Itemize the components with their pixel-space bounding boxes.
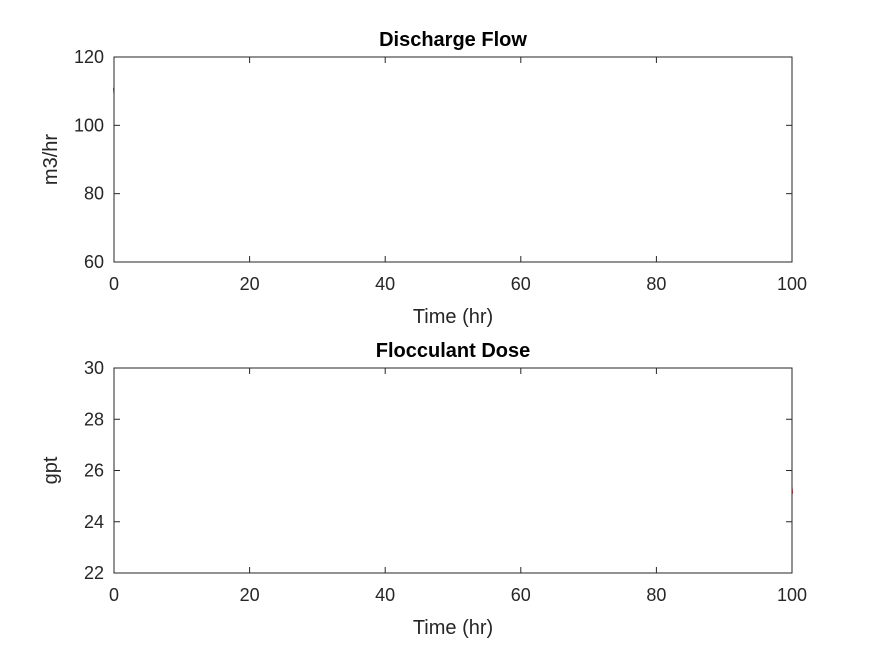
y-tick-label: 22: [84, 563, 104, 583]
x-tick-label: 100: [777, 274, 807, 294]
y-axis-label: gpt: [40, 456, 62, 484]
chart-title: Discharge Flow: [379, 29, 527, 51]
x-tick-label: 80: [646, 585, 666, 605]
y-tick-label: 60: [84, 252, 104, 272]
discharge-flow-axes: 0 20 40 60 80 100 60 80 100 120 Discharge Flow Time…: [40, 29, 807, 328]
chart-title: Flocculant Dose: [376, 340, 530, 362]
y-axis-label: m3/hr: [40, 134, 62, 185]
x-axis-label: Time (hr): [413, 306, 493, 328]
x-tick-label: 40: [375, 585, 395, 605]
x-axis-label: Time (hr): [413, 617, 493, 639]
x-tick-label: 0: [109, 274, 119, 294]
x-tick-label: 80: [646, 274, 666, 294]
x-tick-label: 20: [240, 274, 260, 294]
y-tick-label: 100: [74, 115, 104, 135]
x-tick-label: 0: [109, 585, 119, 605]
y-tick-label: 120: [74, 47, 104, 67]
x-tick-label: 60: [511, 585, 531, 605]
y-tick-label: 80: [84, 184, 104, 204]
y-tick-label: 28: [84, 409, 104, 429]
y-tick-label: 24: [84, 512, 104, 532]
y-tick-label: 30: [84, 358, 104, 378]
x-tick-label: 60: [511, 274, 531, 294]
axes-frame: [113, 367, 793, 574]
x-tick-label: 20: [240, 585, 260, 605]
x-tick-label: 100: [777, 585, 807, 605]
axes-frame: [113, 56, 793, 263]
y-tick-label: 26: [84, 461, 104, 481]
x-tick-label: 40: [375, 274, 395, 294]
flocculant-dose-axes: 0 20 40 60 80 100 22 24 26 28 30 Flocculant Dose Tim…: [40, 340, 807, 639]
